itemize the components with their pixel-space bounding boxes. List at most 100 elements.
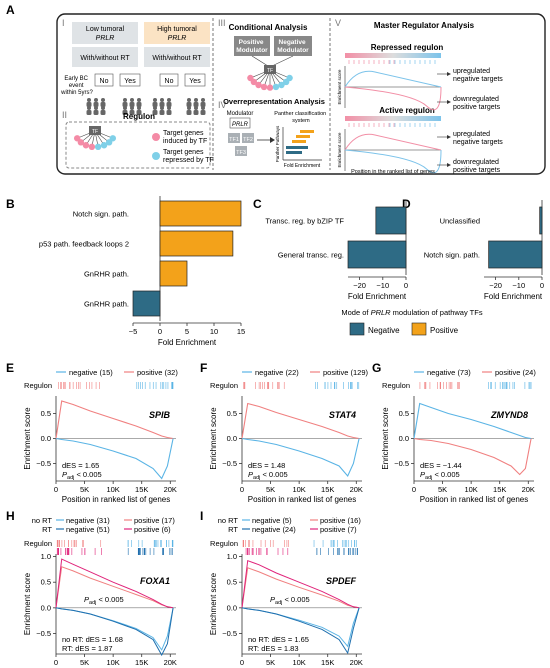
legend-negative: negative (73)	[427, 368, 471, 377]
negative-modulator-box	[274, 36, 312, 56]
des-value: dES = −1.44	[420, 461, 462, 470]
category-label: GnRHR path.	[84, 300, 129, 309]
patient-group-icons	[86, 98, 206, 115]
prlr-label: PRLR	[232, 122, 249, 128]
x-tick-label: 0	[54, 658, 58, 667]
es-curve	[344, 70, 442, 88]
arrow-head-icon	[447, 100, 451, 104]
x-tick-label: 5K	[266, 485, 275, 494]
gene-name: FOXA1	[140, 576, 170, 586]
bar-chart-b: Notch sign. path. p53 path. feedback loop…	[39, 196, 245, 347]
legend-title: Mode of PRLR modulation of pathway TFs	[341, 308, 482, 317]
high-prlr-line1: High tumoral	[157, 26, 197, 33]
legend-positive: positive (6)	[134, 525, 171, 534]
yes-label: Yes	[189, 78, 201, 85]
legend-negative: negative (24)	[252, 525, 296, 534]
x-tick-label: 10	[210, 327, 218, 336]
y-tick-label: 0.0	[41, 434, 51, 443]
legend-positive: positive (7)	[320, 525, 357, 534]
padj-value: Padj < 0.005	[62, 470, 102, 481]
enrichment-curve	[241, 607, 360, 655]
enrichment-curve	[241, 402, 360, 440]
x-tick-label: 10K	[292, 658, 305, 667]
x-tick-label: 10K	[106, 658, 119, 667]
event-line: Early BC	[64, 76, 88, 82]
label-line: upregulated	[453, 131, 490, 138]
person-body-icon	[166, 102, 172, 107]
x-tick-label: 5K	[80, 485, 89, 494]
p-symbol: P	[420, 470, 425, 479]
legend-negative: negative (51)	[66, 525, 110, 534]
y-tick-label: 0.5	[41, 409, 51, 418]
gene-name: SPDEF	[326, 576, 357, 586]
y-tick-label: 1.0	[41, 552, 51, 561]
mini-xaxis-label: Fold Enrichment	[284, 163, 321, 169]
legend-negative: negative (22)	[255, 368, 299, 377]
low-prlr-box	[72, 22, 138, 44]
rt-label-low: With/without RT	[80, 55, 130, 62]
x-tick-label: 10K	[292, 485, 305, 494]
low-prlr-line1: Low tumoral	[86, 26, 125, 33]
y-tick-label: −0.5	[222, 459, 237, 468]
mini-xlabel: Position in the ranked list of genes	[351, 169, 435, 175]
panther-label: Panther classification system	[274, 111, 328, 124]
x-tick-label: −10	[376, 281, 389, 290]
y-tick-label: −0.5	[222, 629, 237, 638]
arrow-head-icon	[447, 163, 451, 167]
category-label: p53 path. feedback loops 2	[39, 240, 129, 249]
padj-text: < 0.005	[432, 470, 459, 479]
edge	[271, 55, 294, 67]
x-tick-label: 15K	[135, 485, 148, 494]
es-curve	[344, 86, 442, 111]
bar-chart-d: Unclassified Notch sign. path. −20 −10 0 Fold…	[424, 200, 544, 301]
gsea-plot-e: negative (15) positive (32) Regulon −0.5 0.0…	[23, 368, 178, 504]
bar	[488, 240, 543, 269]
person-icon	[187, 106, 191, 110]
person-icon	[101, 98, 105, 102]
person-icon	[123, 106, 127, 110]
roman-ii: II	[62, 110, 67, 120]
label-line: downregulated	[453, 159, 499, 166]
y-tick-label: 0.0	[399, 434, 409, 443]
legend-label-positive: Positive	[430, 326, 459, 335]
edge	[251, 55, 269, 67]
label-line: downregulated	[453, 96, 499, 103]
category-label: Unclassified	[440, 217, 480, 226]
legend-title-post: modulation of pathway TFs	[391, 308, 483, 317]
target-node	[94, 143, 102, 151]
legend-group: no RT	[32, 516, 53, 525]
repressed-dot	[152, 152, 160, 160]
active-regulon-title: Active regulon	[379, 106, 435, 115]
mini-yaxis-label: Panther Pathways	[275, 125, 280, 162]
es-curve	[344, 133, 442, 151]
mini-bar	[292, 140, 306, 143]
bar	[539, 206, 543, 235]
person-icon	[87, 98, 91, 102]
no-label: No	[100, 78, 109, 85]
enrichment-curve	[413, 437, 532, 476]
schema-frame	[56, 13, 546, 175]
event-line: event	[69, 83, 84, 89]
arrow-head-icon	[270, 137, 275, 143]
no-label: No	[165, 78, 174, 85]
mini-bar	[286, 151, 302, 154]
target-node	[77, 139, 85, 146]
mini-ylabel: Enrichment score	[337, 69, 342, 105]
mini-ylabel: Enrichment score	[337, 132, 342, 168]
person-body-icon	[152, 102, 158, 107]
target-node	[88, 143, 96, 151]
person-icon	[94, 106, 98, 110]
roman-iii: III	[218, 18, 226, 28]
person-body-icon	[186, 102, 192, 107]
panther-line: Panther classification	[274, 111, 326, 117]
regulon-label: Regulon	[24, 381, 52, 390]
x-axis-label: Position in ranked list of genes	[420, 495, 529, 504]
person-body-icon	[186, 110, 192, 115]
conditional-title: Conditional Analysis	[229, 23, 308, 32]
modulator-label: Modulator	[227, 111, 254, 117]
panel-label-e: E	[6, 361, 14, 375]
positive-modulator-box	[234, 36, 270, 56]
regulon-label: Regulon	[210, 539, 238, 548]
neg-mod-line: Negative	[279, 39, 306, 46]
enrichment-curve	[55, 437, 174, 480]
